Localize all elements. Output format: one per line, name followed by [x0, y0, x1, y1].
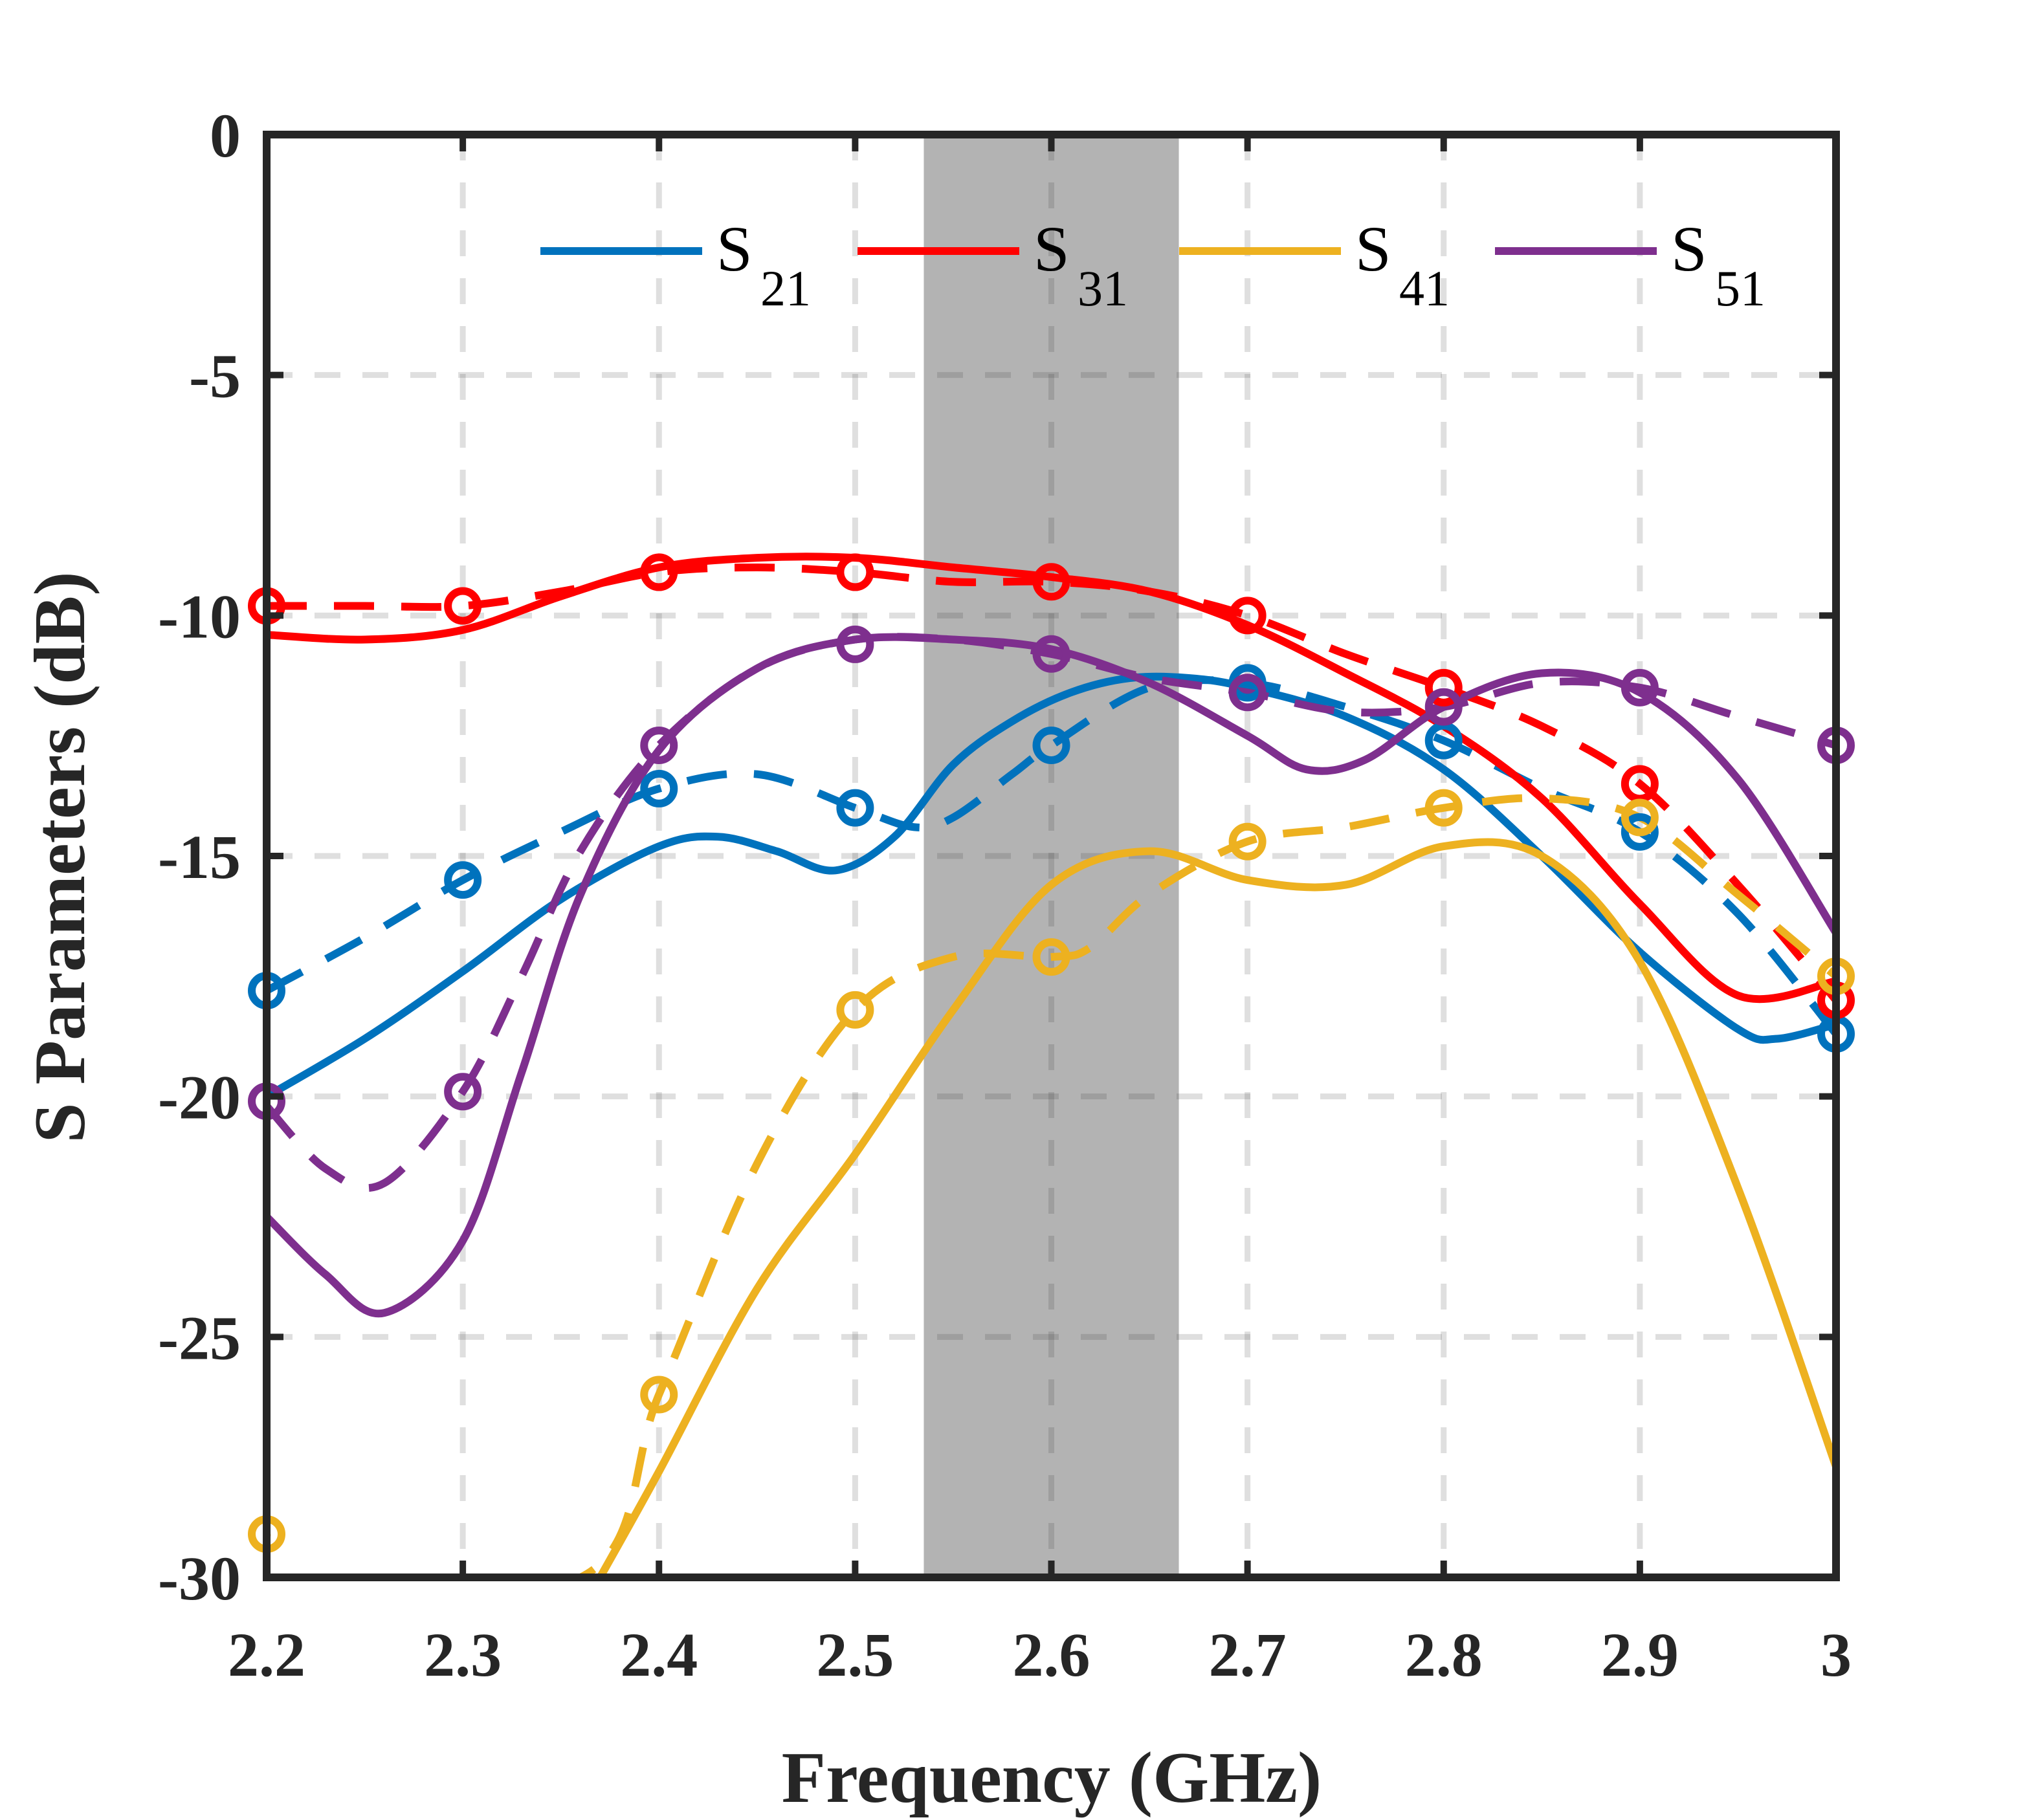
s21-measured-marker	[444, 861, 482, 899]
s41-measured-marker	[836, 991, 874, 1029]
s31-measured-marker	[836, 553, 874, 591]
legend-subscript-s21: 21	[760, 260, 811, 316]
s41-measured-marker	[1032, 938, 1070, 976]
highlight-band	[924, 135, 1179, 1577]
s31-measured-marker	[1228, 597, 1267, 635]
s41-simulated-line	[597, 838, 1836, 1577]
y-tick-label: -30	[158, 1544, 241, 1613]
y-tick-label: 0	[210, 101, 241, 170]
s31-measured-marker	[1424, 668, 1463, 707]
s41-measured-marker	[640, 1376, 678, 1414]
y-tick-label: -20	[158, 1063, 241, 1132]
legend-label-s21: S	[716, 213, 753, 285]
y-tick-label: -10	[158, 582, 241, 651]
x-tick-label: 2.2	[228, 1620, 305, 1689]
y-tick-label: -15	[158, 822, 241, 892]
legend-subscript-s41: 41	[1399, 260, 1450, 316]
highlight-band-layer	[924, 135, 1179, 1577]
s51-measured-marker	[1621, 668, 1659, 707]
s51-measured-marker	[640, 727, 678, 765]
x-tick-label: 2.5	[816, 1620, 894, 1689]
s31-measured-marker	[640, 553, 678, 591]
x-tick-label: 2.9	[1601, 1620, 1679, 1689]
s21-measured-marker	[836, 789, 874, 827]
legend-label-s41: S	[1355, 213, 1391, 285]
s41-measured-marker	[1424, 789, 1463, 827]
s31-simulated-marker	[1032, 563, 1070, 601]
grid-layer	[267, 135, 1836, 1577]
s51-measured-marker	[1424, 688, 1463, 726]
legend-label-s31: S	[1034, 213, 1070, 285]
x-tick-label: 2.3	[424, 1620, 502, 1689]
y-axis-title: S Parameters (dB)	[20, 571, 100, 1143]
s51-measured-marker	[836, 625, 874, 663]
s31-measured-line	[267, 564, 1836, 1003]
x-tick-label: 2.4	[620, 1620, 698, 1689]
s31-measured-marker	[444, 587, 482, 625]
y-tick-label: -5	[189, 342, 241, 411]
s31-measured-marker	[1621, 765, 1659, 803]
tick-label-layer: 2.2 2.3 2.4 2.5 2.6 2.7 2.8 2.9 3 0 -5 -10 -15 -20 -25…	[158, 101, 1852, 1689]
s51-measured-marker	[444, 1073, 482, 1111]
legend-label-s51: S	[1671, 213, 1707, 285]
s21-measured-marker	[1424, 721, 1463, 760]
s51-measured-marker	[1032, 635, 1070, 673]
s41-measured-marker	[1621, 798, 1659, 837]
s51-simulated-line	[267, 633, 1836, 1318]
x-tick-label: 2.8	[1405, 1620, 1483, 1689]
s21-measured-marker	[640, 769, 678, 807]
legend-subscript-s31: 31	[1078, 260, 1128, 316]
s41-measured-marker	[1228, 822, 1267, 861]
x-axis-title: Frequency (GHz)	[782, 1738, 1322, 1818]
s21-simulated-line	[267, 672, 1836, 1100]
s21-measured-marker	[1621, 813, 1659, 851]
x-tick-label: 2.6	[1013, 1620, 1090, 1689]
s41-measured-line	[267, 794, 1836, 1577]
x-tick-label: 2.7	[1209, 1620, 1287, 1689]
s51-measured-marker	[1228, 674, 1267, 712]
y-tick-label: -25	[158, 1303, 241, 1372]
legend-subscript-s51: 51	[1715, 260, 1765, 316]
axes-layer	[263, 131, 1840, 1581]
x-tick-label: 3	[1820, 1620, 1852, 1689]
s21-measured-marker	[1032, 727, 1070, 765]
